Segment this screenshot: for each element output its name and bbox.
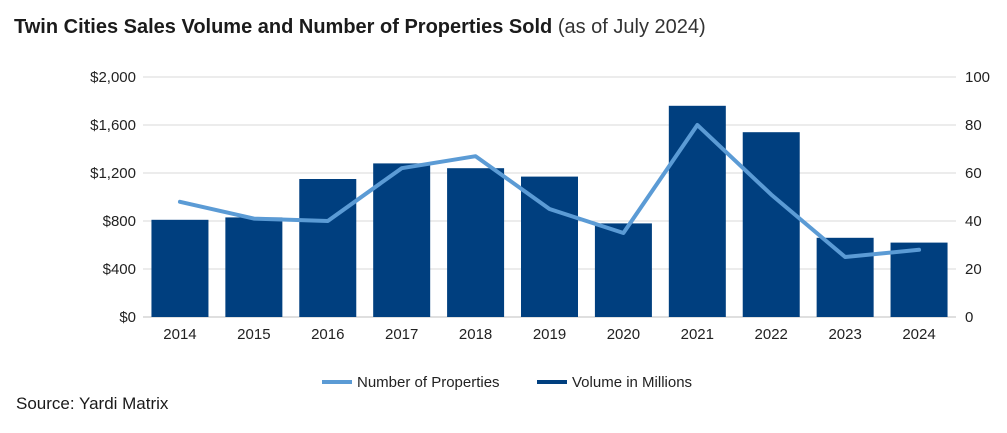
legend-label-volume-in-millions: Volume in Millions	[572, 374, 692, 391]
left-axis-tick-label: $2,000	[90, 69, 136, 86]
bar-2019	[521, 176, 578, 317]
line-series	[177, 123, 922, 259]
x-axis-tick-label: 2023	[828, 326, 861, 343]
left-axis-tick-label: $1,200	[90, 165, 136, 182]
left-axis-tick-label: $800	[103, 213, 136, 230]
x-axis-tick-label: 2015	[237, 326, 270, 343]
right-axis-tick-label: 40	[965, 213, 982, 230]
x-axis-ticks: 2014 2015 2016 2017 2018 2019 2020 2021 2022 2023…	[163, 326, 935, 343]
x-axis-tick-label: 2018	[459, 326, 492, 343]
bar-2022	[742, 132, 800, 317]
right-axis-ticks: 0 20 40 60 80 100	[965, 69, 990, 326]
left-axis-tick-label: $400	[103, 261, 136, 278]
x-axis-tick-label: 2021	[681, 326, 714, 343]
bar-2024	[890, 242, 948, 317]
bar-2021	[668, 105, 726, 317]
chart-title: Twin Cities Sales Volume and Number of P…	[14, 16, 706, 39]
x-axis-tick-label: 2016	[311, 326, 344, 343]
bar-2015	[225, 217, 283, 317]
bar-2023	[816, 237, 874, 317]
x-axis-tick-label: 2017	[385, 326, 418, 343]
right-axis-tick-label: 0	[965, 309, 973, 326]
legend: Number of Properties Volume in Millions	[322, 374, 692, 391]
right-axis-tick-label: 100	[965, 69, 990, 86]
x-axis-tick-label: 2014	[163, 326, 196, 343]
bar-2014	[151, 219, 209, 317]
x-axis-tick-label: 2019	[533, 326, 566, 343]
left-axis-ticks: $0 $400 $800 $1,200 $1,600 $2,000	[90, 69, 136, 326]
chart-title-sub: (as of July 2024)	[557, 16, 706, 38]
left-axis-tick-label: $0	[119, 309, 136, 326]
chart-title-main: Twin Cities Sales Volume and Number of P…	[14, 16, 553, 38]
x-axis-tick-label: 2024	[902, 326, 935, 343]
bar-2017	[373, 163, 431, 317]
right-axis-tick-label: 20	[965, 261, 982, 278]
bar-2016	[299, 179, 357, 317]
x-axis-tick-label: 2020	[607, 326, 640, 343]
legend-label-number-of-properties: Number of Properties	[357, 374, 500, 391]
bar-2018	[447, 168, 505, 317]
x-axis-tick-label: 2022	[755, 326, 788, 343]
source-note: Source: Yardi Matrix	[16, 394, 169, 413]
right-axis-tick-label: 60	[965, 165, 982, 182]
bar-series	[151, 105, 948, 317]
bar-2020	[594, 223, 652, 317]
left-axis-tick-label: $1,600	[90, 117, 136, 134]
right-axis-tick-label: 80	[965, 117, 982, 134]
